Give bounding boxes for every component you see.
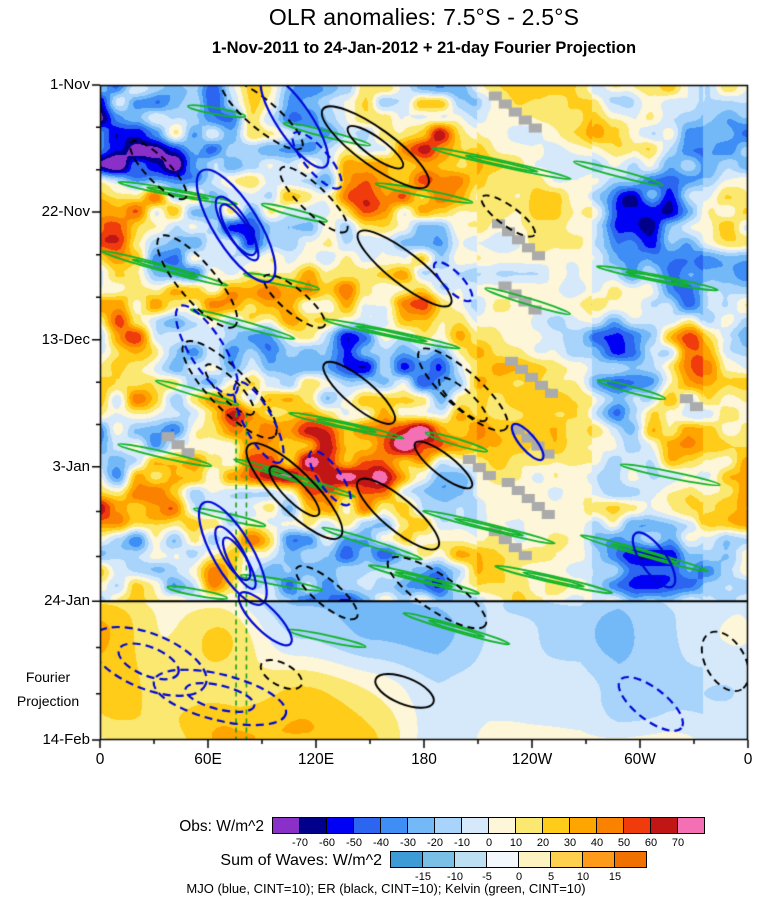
x-tick-label: 120W (511, 751, 553, 768)
obs-colorbar-cell (327, 818, 354, 833)
waves-colorbar (390, 851, 647, 868)
waves-colorbar-tick: 5 (547, 871, 555, 883)
obs-colorbar-cell (435, 818, 462, 833)
waves-colorbar-tick: -15 (415, 871, 431, 883)
waves-colorbar-cell (551, 852, 583, 867)
obs-colorbar-tick: -50 (346, 837, 362, 849)
obs-colorbar-tick: 20 (536, 837, 550, 849)
obs-colorbar-tick: -20 (427, 837, 443, 849)
waves-colorbar-tick: -5 (482, 871, 492, 883)
obs-colorbar-cell (624, 818, 651, 833)
obs-colorbar-tick: 10 (509, 837, 523, 849)
y-tick-label: 14-Feb (42, 731, 90, 748)
obs-colorbar-tick: 30 (563, 837, 577, 849)
obs-colorbar-cell (354, 818, 381, 833)
chart-subtitle: 1-Nov-2011 to 24-Jan-2012 + 21-day Fouri… (211, 39, 637, 57)
obs-colorbar-tick: 50 (617, 837, 631, 849)
contour-legend-caption: MJO (blue, CINT=10); ER (black, CINT=10)… (186, 881, 586, 896)
y-tick-label: 22-Nov (41, 203, 90, 221)
obs-colorbar-cell (300, 818, 327, 833)
obs-colorbar-cell (543, 818, 570, 833)
waves-colorbar-cell (391, 852, 423, 867)
waves-colorbar-tick: 15 (608, 871, 622, 883)
y-tick-label: 1-Nov (49, 76, 90, 93)
waves-colorbar-cell (519, 852, 551, 867)
waves-colorbar-cell (615, 852, 646, 867)
obs-colorbar-cell (570, 818, 597, 833)
obs-colorbar-cell (381, 818, 408, 833)
x-tick-label: 180 (411, 751, 437, 768)
x-tick-label: 0 (95, 751, 105, 768)
obs-colorbar-tick: -30 (400, 837, 416, 849)
y-tick-label: 3-Jan (52, 457, 90, 475)
waves-colorbar-tick: 10 (576, 871, 590, 883)
obs-colorbar-cell (678, 818, 704, 833)
obs-colorbar-cell (597, 818, 624, 833)
waves-colorbar-cell (423, 852, 455, 867)
obs-colorbar-tick: 0 (485, 837, 493, 849)
obs-colorbar-tick: -10 (454, 837, 470, 849)
waves-colorbar-cell (583, 852, 615, 867)
x-tick-label: 0 (743, 751, 753, 768)
obs-colorbar-tick: 70 (671, 837, 685, 849)
waves-colorbar-tick: -10 (447, 871, 463, 883)
obs-colorbar-cell (651, 818, 678, 833)
waves-colorbar-cell (487, 852, 519, 867)
obs-colorbar-tick: 60 (644, 837, 658, 849)
obs-colorbar-tick: -60 (319, 837, 335, 849)
waves-colorbar-cell (455, 852, 487, 867)
obs-colorbar-tick: -40 (373, 837, 389, 849)
obs-colorbar (272, 817, 705, 834)
waves-colorbar-label: Sum of Waves: W/m^2 (220, 852, 382, 869)
waves-colorbar-tick: 0 (515, 871, 523, 883)
obs-colorbar-label: Obs: W/m^2 (179, 818, 264, 835)
obs-colorbar-cell (489, 818, 516, 833)
obs-colorbar-cell (408, 818, 435, 833)
obs-colorbar-tick: 40 (590, 837, 604, 849)
x-tick-label: 60W (624, 751, 656, 768)
fourier-projection-annotation: Fourier Projection (16, 669, 80, 709)
x-tick-label: 120E (297, 751, 335, 768)
y-tick-label: 13-Dec (41, 330, 90, 348)
chart-title: OLR anomalies: 7.5°S - 2.5°S (268, 4, 580, 30)
obs-colorbar-tick: -70 (292, 837, 308, 849)
obs-colorbar-cell (462, 818, 489, 833)
obs-colorbar-cell (273, 818, 300, 833)
y-tick-label: 24-Jan (44, 592, 90, 610)
obs-colorbar-cell (516, 818, 543, 833)
x-tick-label: 60E (194, 751, 222, 768)
